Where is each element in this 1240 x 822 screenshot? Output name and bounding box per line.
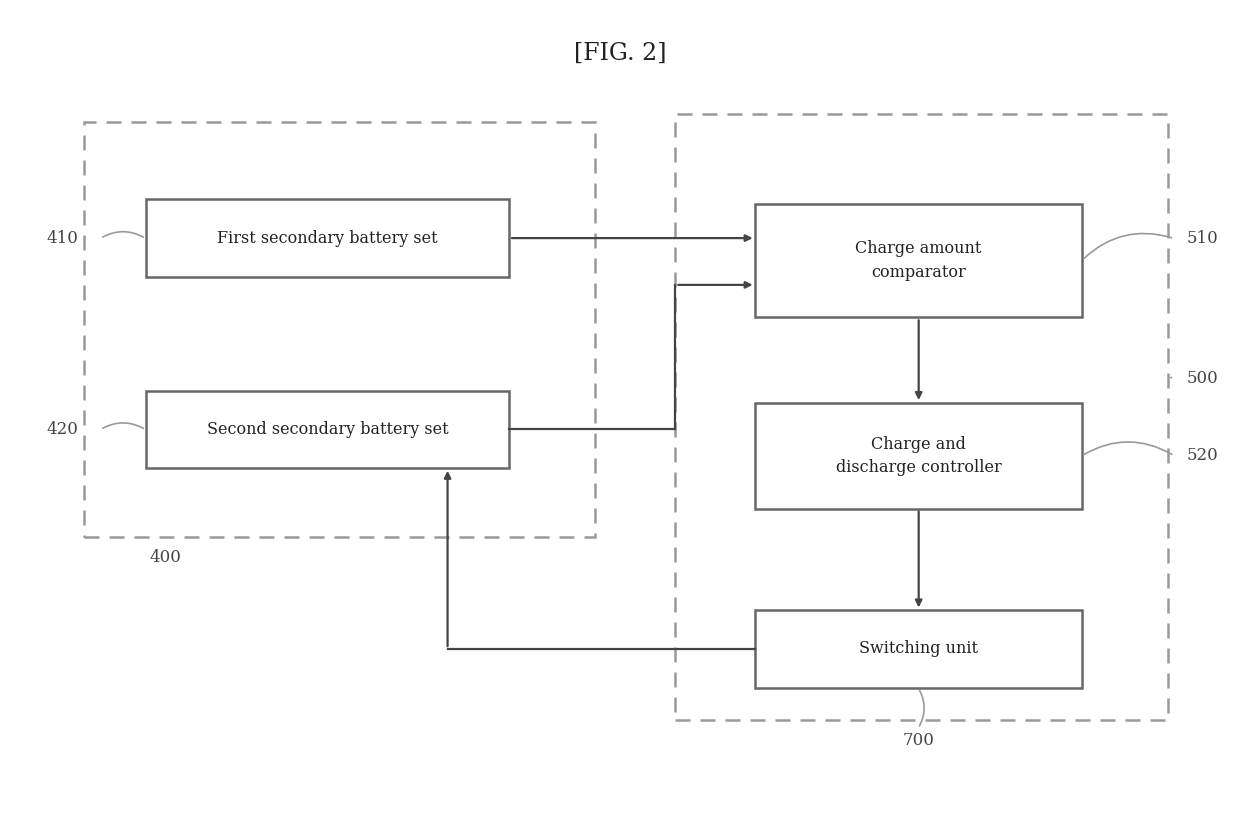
Bar [146, 200, 510, 277]
Text: Charge and
discharge controller: Charge and discharge controller [836, 436, 1002, 476]
Text: 420: 420 [46, 421, 78, 438]
Text: 500: 500 [1187, 370, 1219, 387]
Bar [755, 204, 1081, 317]
Text: Second secondary battery set: Second secondary battery set [207, 421, 449, 438]
Text: Switching unit: Switching unit [859, 640, 978, 658]
Text: 400: 400 [150, 549, 181, 566]
Bar [755, 611, 1081, 688]
Text: 520: 520 [1187, 447, 1219, 464]
Bar [84, 122, 595, 537]
Text: 700: 700 [903, 732, 934, 749]
Text: [FIG. 2]: [FIG. 2] [574, 41, 666, 64]
Text: 410: 410 [46, 230, 78, 247]
Text: Charge amount
comparator: Charge amount comparator [856, 240, 982, 281]
Text: 510: 510 [1187, 230, 1219, 247]
Bar [676, 114, 1168, 720]
Text: First secondary battery set: First secondary battery set [217, 229, 438, 247]
Bar [146, 390, 510, 468]
Bar [755, 403, 1081, 509]
